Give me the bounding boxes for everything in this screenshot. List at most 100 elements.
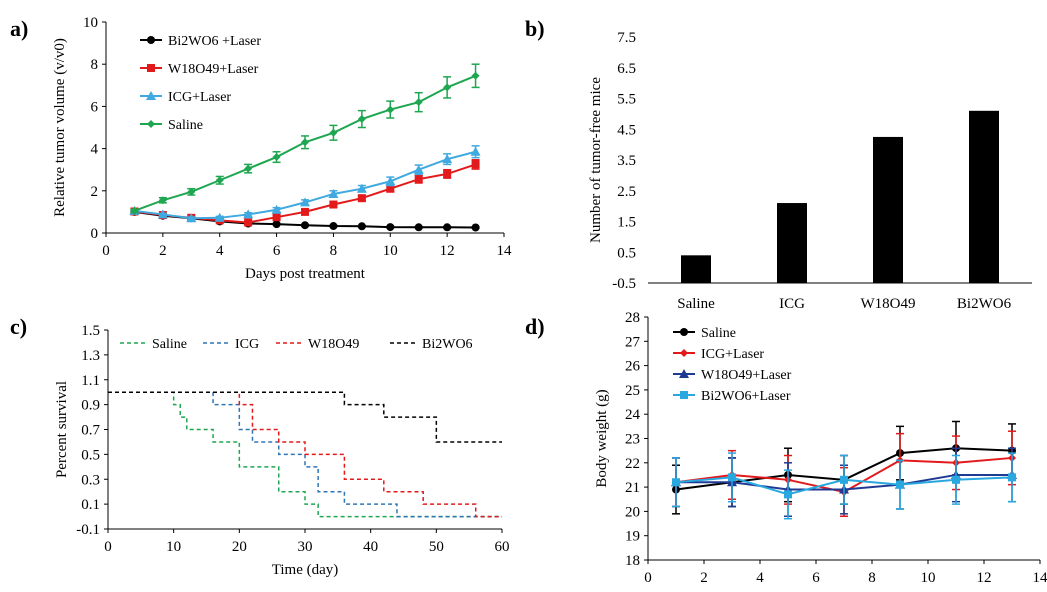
- data-point: [244, 218, 253, 227]
- series-saline: [130, 63, 480, 215]
- y-tick-label: 0.1: [81, 497, 100, 513]
- data-point: [215, 176, 224, 185]
- data-point: [443, 83, 452, 92]
- data-point: [158, 196, 167, 205]
- x-tick-label: 8: [330, 243, 338, 259]
- y-tick-label: 10: [83, 15, 98, 31]
- x-tick-label: 14: [1033, 570, 1047, 586]
- bar-w18o49: [873, 136, 903, 283]
- data-point: [443, 169, 452, 178]
- data-point: [329, 222, 338, 231]
- x-tick-label: 20: [232, 539, 247, 555]
- legend-label: ICG+Laser: [168, 90, 231, 105]
- x-tick-label: 10: [166, 539, 181, 555]
- data-point: [301, 221, 309, 230]
- legend-label: Saline: [701, 326, 736, 341]
- bar-saline: [681, 255, 711, 283]
- y-tick-label: 1.5: [617, 215, 636, 231]
- x-tick-label: 60: [495, 539, 510, 555]
- data-point: [328, 188, 339, 198]
- x-axis-label: Time (day): [272, 562, 339, 578]
- data-point: [272, 153, 281, 162]
- y-tick-label: 19: [625, 529, 640, 545]
- legend-label: Bi2WO6 +Laser: [168, 34, 261, 49]
- legend-label: W18O49: [308, 337, 359, 352]
- x-tick-label: 0: [104, 539, 112, 555]
- x-tick-label: 10: [383, 243, 398, 259]
- data-point: [386, 105, 395, 114]
- series-icg-laser: [129, 145, 481, 223]
- x-tick-label: Bi2WO6: [957, 296, 1012, 312]
- data-point: [329, 128, 338, 137]
- y-tick-label: 4: [91, 142, 99, 158]
- data-point: [157, 209, 168, 219]
- data-point: [414, 98, 423, 107]
- y-tick-label: 0.5: [81, 447, 100, 463]
- data-point: [357, 115, 366, 124]
- bar-bi2wo6: [969, 110, 999, 283]
- data-point: [784, 490, 792, 499]
- legend-label: W18O49+Laser: [701, 368, 792, 383]
- y-tick-label: 0.3: [81, 472, 100, 488]
- data-point: [271, 204, 282, 214]
- x-axis-label: Days post treatment: [245, 266, 366, 282]
- y-tick-label: 4.5: [617, 122, 636, 138]
- survival-line: [108, 391, 502, 518]
- series-saline: [108, 391, 502, 518]
- legend-marker: [146, 91, 156, 100]
- y-tick-label: 27: [625, 334, 641, 350]
- y-tick-label: -0.5: [612, 276, 636, 292]
- x-tick-label: 30: [298, 539, 313, 555]
- data-point: [301, 207, 309, 216]
- legend-label: ICG: [235, 337, 259, 352]
- x-tick-label: 10: [921, 570, 936, 586]
- legend-marker: [147, 36, 155, 44]
- chart-panel-a: a) 0 2 4 6 8 10 0 2 4 6 8 10 12 14 Days post treatment R…: [10, 15, 512, 282]
- data-point: [442, 154, 453, 164]
- legend-marker: [147, 120, 155, 128]
- data-point: [357, 194, 366, 203]
- data-point: [272, 220, 281, 229]
- legend-label: Saline: [152, 337, 187, 352]
- panel-label: a): [10, 16, 28, 41]
- y-tick-label: 3.5: [617, 153, 636, 169]
- x-tick-label: 12: [440, 243, 455, 259]
- x-tick-label: 8: [868, 570, 876, 586]
- data-point: [840, 475, 848, 484]
- legend-label: Bi2WO6: [422, 337, 473, 352]
- legend-marker: [680, 328, 688, 336]
- data-point: [186, 213, 197, 223]
- x-tick-label: 4: [756, 570, 764, 586]
- y-tick-label: 18: [625, 553, 640, 569]
- y-axis-label: Percent survival: [54, 381, 70, 478]
- data-point: [413, 164, 424, 174]
- data-point: [386, 184, 395, 193]
- y-tick-label: 1.5: [81, 323, 100, 339]
- legend-label: Bi2WO6+Laser: [701, 389, 791, 404]
- data-point: [130, 206, 139, 215]
- survival-line: [108, 391, 502, 443]
- x-tick-label: 4: [216, 243, 224, 259]
- series-bi2wo6-laser: [672, 452, 1016, 520]
- panel-label: d): [525, 314, 545, 339]
- data-point: [356, 183, 367, 193]
- y-tick-label: 7.5: [617, 30, 636, 46]
- x-tick-label: 2: [159, 243, 167, 259]
- data-point: [187, 187, 196, 196]
- y-tick-label: 21: [625, 480, 640, 496]
- y-tick-label: -0.1: [76, 522, 100, 538]
- y-axis-label: Relative tumor volume (v/v0): [52, 38, 68, 217]
- data-point: [1008, 473, 1016, 482]
- x-tick-label: 2: [700, 570, 708, 586]
- y-tick-label: 28: [625, 310, 640, 326]
- x-tick-label: 14: [497, 243, 513, 259]
- series-bi2wo6: [108, 391, 502, 443]
- legend-marker: [147, 64, 155, 72]
- data-point: [272, 213, 281, 222]
- data-point: [672, 478, 680, 487]
- chart-panel-c: c) -0.1 0.1 0.3 0.5 0.7 0.9 1.1 1.3 1.5 0 10 20 30 40 5…: [10, 314, 510, 578]
- y-tick-label: 23: [625, 432, 640, 448]
- data-point: [214, 212, 225, 222]
